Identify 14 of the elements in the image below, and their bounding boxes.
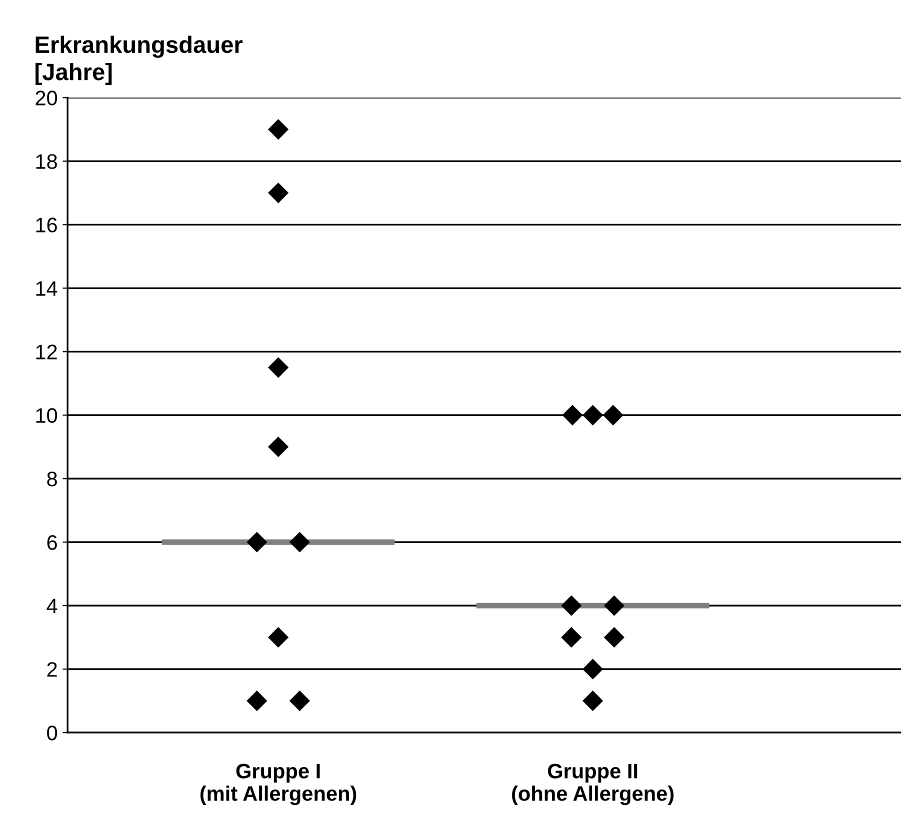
- y-axis-title: Erkrankungsdauer [Jahre]: [36, 36, 243, 85]
- y-tick-label: 8: [47, 472, 57, 486]
- y-tick-label: 2: [47, 662, 57, 677]
- x-tick-label: Gruppe II (ohne Allergene): [512, 764, 674, 806]
- y-tick-label: 14: [36, 281, 58, 296]
- y-tick-label: 18: [36, 154, 57, 169]
- y-tick-label: 12: [36, 344, 57, 360]
- y-tick-label: 10: [36, 408, 58, 423]
- y-tick-label: 4: [46, 598, 58, 614]
- y-tick-label: 0: [47, 726, 58, 740]
- y-tick-label: 16: [36, 218, 57, 232]
- x-tick-label: Gruppe I (mit Allergenen): [200, 764, 356, 806]
- y-tick-label: 6: [47, 535, 57, 550]
- y-tick-label: 20: [36, 90, 58, 106]
